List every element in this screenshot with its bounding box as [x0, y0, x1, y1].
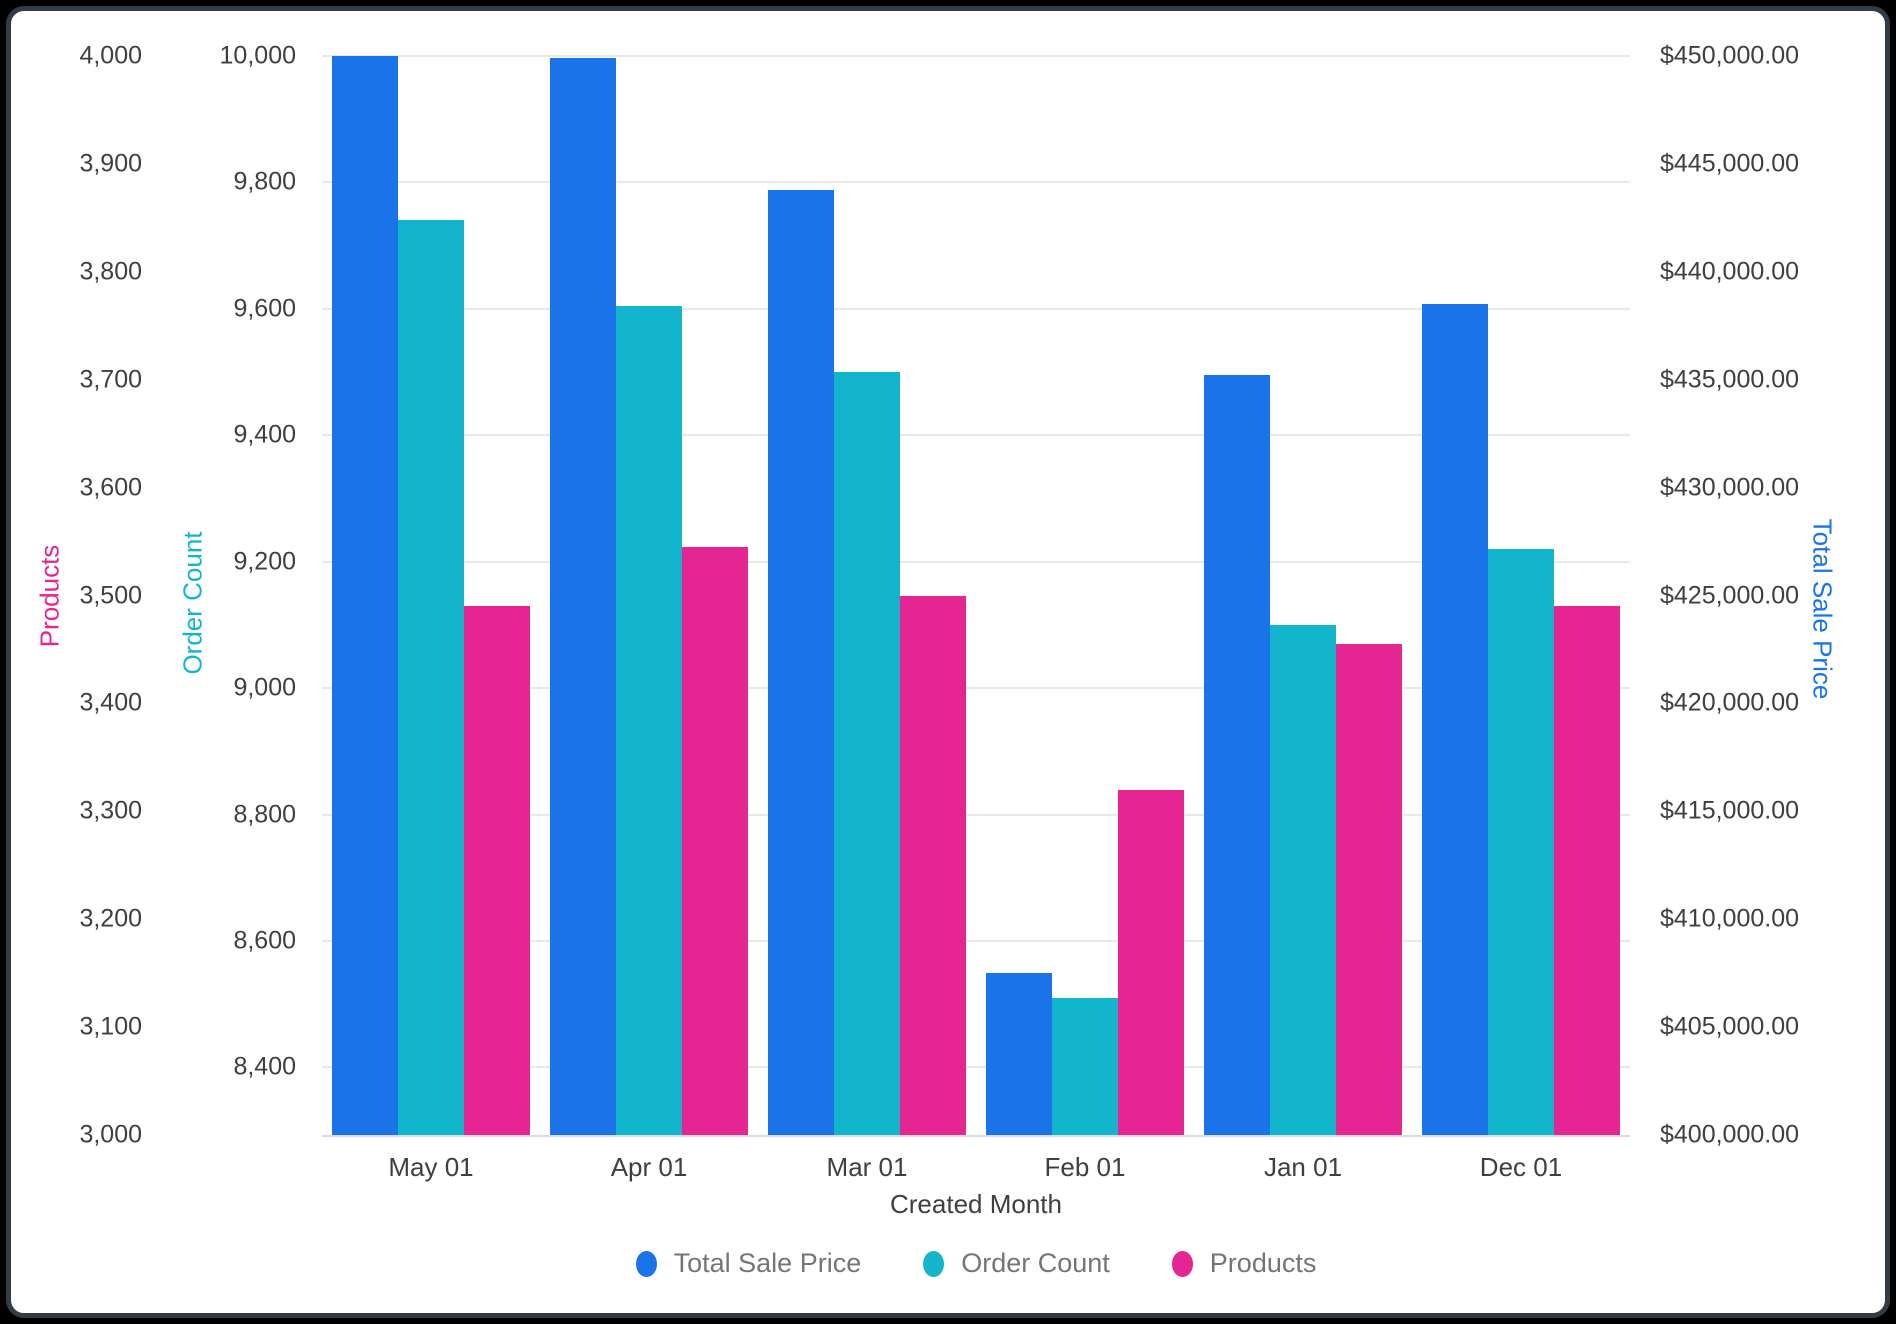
y-tick-label: 9,600 [233, 294, 296, 323]
gridline [322, 434, 1630, 437]
bar-sale-mar-01[interactable] [768, 189, 834, 1135]
y-tick-label: 9,000 [233, 673, 296, 702]
legend-label: Total Sale Price [673, 1248, 862, 1278]
y-tick-label: 3,400 [79, 688, 142, 717]
bar-sale-feb-01[interactable] [986, 973, 1052, 1135]
y-tick-label: 9,400 [233, 420, 296, 449]
bar-products-apr-01[interactable] [682, 546, 748, 1135]
bar-order-dec-01[interactable] [1488, 549, 1554, 1135]
bar-products-mar-01[interactable] [900, 595, 966, 1135]
y-tick-label: $410,000.00 [1660, 904, 1800, 933]
legend-label: Order Count [961, 1248, 1110, 1278]
y-tick-label: 10,000 [219, 41, 296, 70]
y-tick-label: $430,000.00 [1660, 473, 1800, 502]
x-tick-label: Mar 01 [826, 1152, 908, 1182]
gridline [322, 560, 1630, 563]
y-tick-label: $420,000.00 [1660, 688, 1800, 717]
legend-label: Products [1209, 1248, 1317, 1278]
legend-dot-icon [635, 1250, 657, 1277]
bar-sale-may-01[interactable] [332, 56, 398, 1135]
gridline [322, 687, 1630, 690]
y-tick-label: 3,900 [79, 149, 142, 178]
bar-products-jan-01[interactable] [1336, 644, 1402, 1135]
x-tick-label: May 01 [388, 1152, 474, 1182]
legend: Total Sale Price Order Count Products [322, 1248, 1630, 1279]
legend-item-products[interactable]: Products [1171, 1248, 1317, 1279]
y-tick-label: 3,100 [79, 1012, 142, 1041]
bar-order-mar-01[interactable] [834, 372, 900, 1135]
y-tick-label: 8,600 [233, 926, 296, 955]
y-tick-label: $435,000.00 [1660, 365, 1800, 394]
gridline [322, 181, 1630, 184]
x-tick-label: Dec 01 [1479, 1152, 1563, 1182]
y-tick-label: $445,000.00 [1660, 149, 1800, 178]
y-tick-label: 3,800 [79, 257, 142, 286]
y-tick-label: 4,000 [79, 41, 142, 70]
x-tick-label: Jan 01 [1263, 1152, 1343, 1182]
y-tick-label: 3,000 [79, 1120, 142, 1149]
x-tick-label: Feb 01 [1044, 1152, 1126, 1182]
x-tick-label: Apr 01 [610, 1152, 688, 1182]
bar-products-feb-01[interactable] [1118, 789, 1184, 1135]
gridline [322, 307, 1630, 310]
bar-sale-dec-01[interactable] [1422, 304, 1488, 1135]
gridline [322, 813, 1630, 816]
legend-item-order[interactable]: Order Count [923, 1248, 1110, 1279]
plot-area [322, 55, 1630, 1137]
gridline [322, 1066, 1630, 1069]
bar-products-may-01[interactable] [464, 606, 530, 1135]
y-tick-label: 3,600 [79, 473, 142, 502]
order-count-axis-title: Order Count [177, 531, 208, 675]
bar-order-jan-01[interactable] [1270, 624, 1336, 1135]
y-tick-label: $415,000.00 [1660, 796, 1800, 825]
bar-sale-jan-01[interactable] [1204, 375, 1270, 1135]
y-tick-label: 8,800 [233, 800, 296, 829]
x-axis-title: Created Month [890, 1189, 1062, 1219]
bar-order-may-01[interactable] [398, 220, 464, 1135]
y-tick-label: 8,400 [233, 1052, 296, 1081]
y-tick-label: $400,000.00 [1660, 1120, 1800, 1149]
legend-dot-icon [923, 1250, 945, 1277]
y-tick-label: 3,200 [79, 904, 142, 933]
y-tick-label: $440,000.00 [1660, 257, 1800, 286]
y-tick-label: 3,700 [79, 365, 142, 394]
y-tick-label: 9,800 [233, 167, 296, 196]
y-tick-label: 3,300 [79, 796, 142, 825]
y-tick-label: 9,200 [233, 547, 296, 576]
bar-order-apr-01[interactable] [616, 305, 682, 1135]
y-tick-label: $450,000.00 [1660, 41, 1800, 70]
gridline [322, 939, 1630, 942]
bar-sale-apr-01[interactable] [550, 58, 616, 1135]
y-tick-label: 3,500 [79, 581, 142, 609]
bar-order-feb-01[interactable] [1052, 997, 1118, 1135]
legend-item-sale[interactable]: Total Sale Price [635, 1248, 862, 1279]
legend-dot-icon [1171, 1250, 1193, 1277]
products-axis-title: Products [34, 544, 65, 648]
total-sale-price-axis-title: Total Sale Price [1807, 518, 1838, 700]
y-tick-label: $405,000.00 [1660, 1012, 1800, 1041]
bar-products-dec-01[interactable] [1554, 606, 1620, 1135]
y-tick-label: $425,000.00 [1660, 581, 1800, 609]
gridline [322, 55, 1630, 57]
